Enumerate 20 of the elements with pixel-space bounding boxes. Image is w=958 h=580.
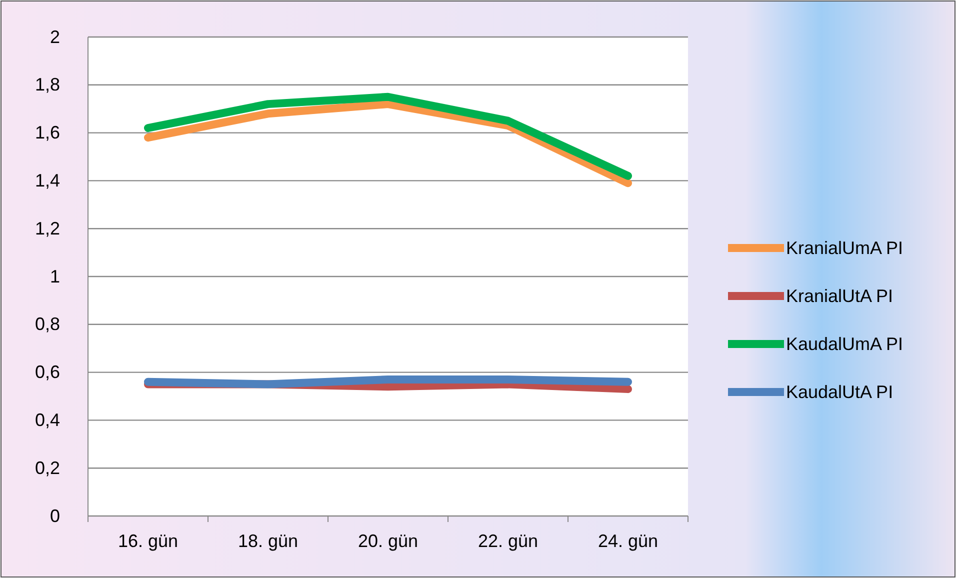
y-tick-label: 1,4 [34,170,60,190]
y-tick-label: 2 [50,26,60,47]
y-tick-label: 1 [50,266,60,286]
y-tick-label: 0 [50,506,60,526]
legend-label: KaudalUtA PI [786,382,894,402]
y-tick-label: 1,6 [34,122,60,143]
legend-label: KranialUmA PI [786,238,904,258]
legend-label: KranialUtA PI [786,286,894,306]
x-tick-label: 16. gün [118,530,178,551]
legend-label: KaudalUmA PI [786,334,904,354]
x-tick-label: 18. gün [238,530,298,551]
x-tick-label: 22. gün [478,530,538,551]
x-tick-label: 24. gün [598,530,658,551]
y-tick-label: 0,8 [34,314,60,334]
y-tick-label: 1,2 [34,218,60,238]
x-tick-label: 20. gün [358,530,418,551]
y-tick-label: 0,4 [34,410,60,430]
y-tick-label: 0,6 [34,362,60,382]
y-tick-label: 1,8 [34,74,60,95]
y-tick-label: 0,2 [34,458,60,478]
